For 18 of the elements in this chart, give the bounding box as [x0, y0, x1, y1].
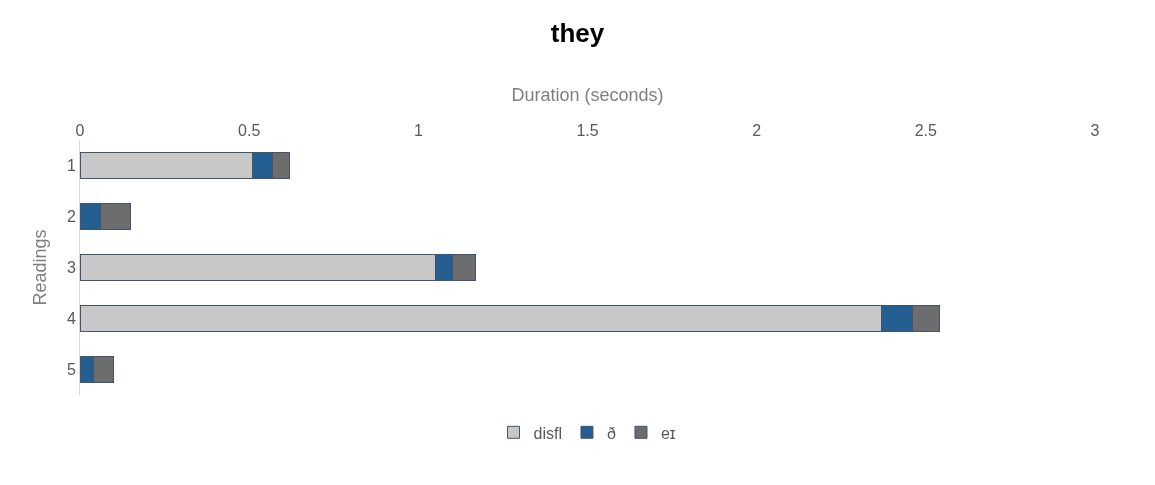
- y-axis-title: Readings: [30, 229, 51, 306]
- x-tick-label: 3: [1090, 121, 1100, 139]
- x-tick-label: 1: [413, 121, 423, 139]
- legend-label: eɪ: [660, 424, 676, 442]
- x-tick-label: 2: [752, 121, 762, 139]
- legend-label: ð: [606, 424, 616, 442]
- y-tick-label: 3: [66, 259, 76, 277]
- x-axis-title: Duration (seconds): [511, 85, 664, 105]
- x-tick-label: 0: [75, 121, 85, 139]
- x-tick-label: 1.5: [576, 121, 599, 139]
- y-tick-label: 1: [66, 157, 76, 175]
- chart-title: they: [550, 18, 605, 49]
- x-tick-label: 2.5: [914, 121, 938, 139]
- y-tick-label: 5: [66, 361, 76, 379]
- y-tick-label: 2: [66, 208, 76, 226]
- legend-label: disfl: [533, 424, 562, 442]
- x-tick-label: 0.5: [238, 121, 261, 139]
- y-tick-label: 4: [66, 310, 76, 328]
